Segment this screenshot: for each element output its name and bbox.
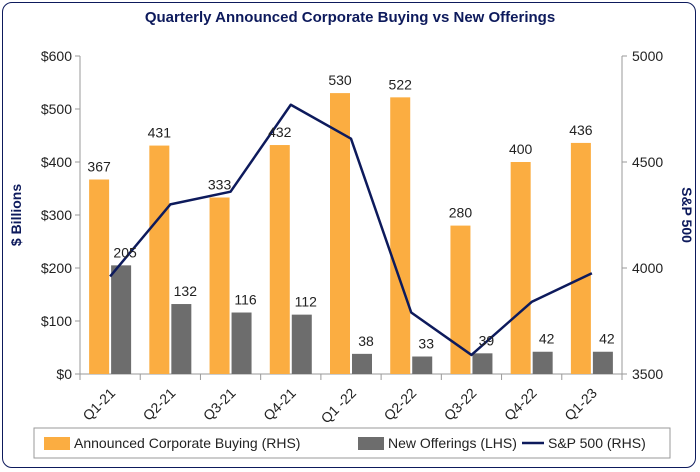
x-tick-label: Q4-21 [260,385,299,424]
bar-new-offerings [231,312,252,374]
data-label-corporate-buying: 280 [449,205,473,221]
x-tick-label: Q1 -22 [318,385,360,427]
bar-new-offerings [472,353,493,374]
y-tick-label: $300 [41,207,72,223]
y-tick-label: $200 [41,260,72,276]
x-tick-label: Q4-22 [501,385,540,424]
data-label-corporate-buying: 436 [569,122,593,138]
data-label-corporate-buying: 432 [268,124,292,140]
legend-item-corporate-buying-label: Announced Corporate Buying (RHS) [74,435,300,451]
data-label-corporate-buying: 431 [148,125,172,141]
y-tick-label: $0 [56,366,72,382]
y-tick-label: $100 [41,313,72,329]
data-label-new-offerings: 42 [539,331,555,347]
x-tick-label: Q3-21 [200,385,239,424]
bar-new-offerings [412,356,433,374]
legend-item-corporate-buying-swatch [44,437,70,450]
legend-box [33,427,671,459]
y-tick-label: $500 [41,101,72,117]
legend-item-new-offerings-swatch [358,437,384,450]
legend-item-sp500-label: S&P 500 (RHS) [548,435,646,451]
bar-new-offerings [352,353,372,374]
y-tick-label: $600 [41,48,72,64]
chart-bars [89,93,613,374]
bar-corporate-buying [570,142,591,374]
data-label-new-offerings: 38 [358,333,374,349]
y-axis-title: $ Billions [8,184,24,246]
bar-corporate-buying [149,145,170,374]
y2-tick-label: 3500 [632,366,663,382]
y2-tick-label: 4500 [632,154,663,170]
data-label-new-offerings: 116 [234,292,257,308]
bar-corporate-buying [510,162,531,374]
data-label-new-offerings: 33 [418,336,434,352]
y2-tick-label: 4000 [632,260,663,276]
bar-new-offerings [592,351,613,374]
data-label-new-offerings: 132 [174,283,198,299]
data-label-new-offerings: 112 [295,294,318,310]
bar-new-offerings [111,265,132,374]
x-tick-label: Q1-21 [79,385,118,424]
bar-corporate-buying [390,97,411,374]
data-label-corporate-buying: 530 [328,72,352,88]
chart-data-labels: 367 205 431 132 333 116 432 112 530 38 522 33 280 39 4… [87,72,614,351]
bar-corporate-buying [209,197,230,374]
data-label-corporate-buying: 333 [208,177,232,193]
data-label-new-offerings: 42 [599,331,615,347]
x-tick-label: Q2-21 [140,385,179,424]
data-label-corporate-buying: 522 [389,76,413,92]
bar-corporate-buying [89,179,110,374]
sp500-line [109,103,593,357]
data-label-corporate-buying: 400 [509,141,533,157]
x-tick-label: Q3-22 [441,385,480,424]
legend-item-new-offerings-label: New Offerings (LHS) [388,435,517,451]
y2-tick-label: 5000 [632,48,663,64]
data-label-corporate-buying: 367 [87,158,111,174]
chart-legend: Announced Corporate Buying (RHS) New Offe… [33,427,671,459]
data-label-new-offerings: 205 [113,244,137,260]
chart-line [109,103,593,357]
bar-new-offerings [171,304,192,374]
x-tick-label: Q2-22 [381,385,420,424]
y-tick-label: $400 [41,154,72,170]
bar-corporate-buying [269,145,290,374]
chart-title: Quarterly Announced Corporate Buying vs … [145,9,555,26]
bar-new-offerings [291,314,312,374]
bar-corporate-buying [330,93,350,374]
x-tick-label: Q1-23 [561,385,600,424]
bar-new-offerings [532,351,553,374]
data-label-new-offerings: 39 [479,332,495,348]
bar-corporate-buying [450,225,471,374]
y2-axis-title: S&P 500 [679,187,695,243]
